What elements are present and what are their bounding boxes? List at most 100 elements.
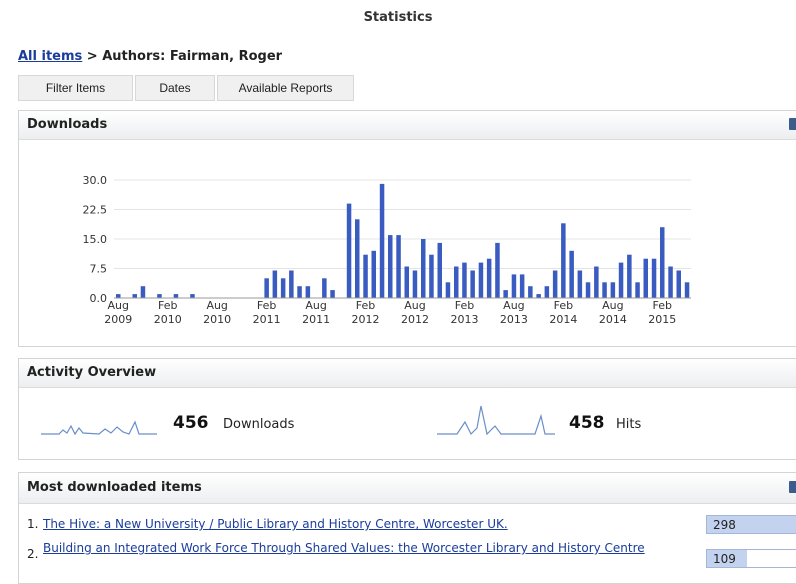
breadcrumb-all-items-link[interactable]: All items	[18, 49, 83, 64]
most-downloaded-header: Most downloaded items	[19, 473, 796, 504]
tab-filter-items[interactable]: Filter Items	[18, 75, 133, 101]
x-tick-label: 2013	[450, 313, 478, 326]
chart-bar	[116, 294, 121, 298]
x-tick-label: 2012	[401, 313, 429, 326]
page-title: Statistics	[363, 10, 433, 25]
list-item-number: 1.	[27, 517, 39, 531]
chart-bar	[552, 270, 558, 298]
chart-bar	[660, 227, 665, 298]
download-count: 109	[713, 552, 736, 566]
chart-bar	[544, 286, 550, 298]
x-tick-label: Feb	[356, 299, 375, 312]
hits-sparkline	[437, 405, 555, 436]
x-tick-label: Aug	[108, 299, 129, 312]
chart-bar	[594, 266, 599, 298]
chart-bar	[396, 235, 401, 298]
chart-bar	[503, 290, 508, 298]
chart-bar	[486, 258, 492, 298]
chart-bar	[437, 242, 442, 298]
chart-bar	[676, 270, 681, 298]
chart-bar	[322, 278, 327, 298]
chart-bar	[561, 223, 566, 298]
downloads-sparkline	[41, 420, 157, 436]
x-tick-label: 2011	[302, 313, 330, 326]
x-tick-label: 2014	[599, 313, 627, 326]
tab-dates[interactable]: Dates	[135, 75, 215, 101]
download-count-bar: 298	[706, 515, 796, 534]
chart-bar	[511, 274, 517, 298]
hits-label: Hits	[616, 417, 642, 432]
most-downloaded-title: Most downloaded items	[27, 480, 202, 495]
chart-bar	[272, 270, 278, 298]
downloads-label: Downloads	[223, 417, 295, 432]
x-tick-label: 2012	[352, 313, 380, 326]
x-tick-label: 2013	[500, 313, 528, 326]
x-tick-label: Aug	[305, 299, 326, 312]
x-tick-label: Feb	[455, 299, 474, 312]
x-tick-label: 2009	[104, 313, 132, 326]
hits-sparkline-line	[437, 405, 555, 436]
downloads-panel-header: Downloads	[19, 111, 796, 140]
list-item: 2. Building an Integrated Work Force Thr…	[19, 539, 796, 579]
chart-bar	[462, 262, 467, 298]
y-tick-label: 22.5	[83, 204, 108, 217]
chart-bar	[388, 235, 393, 298]
chart-bar	[289, 270, 294, 298]
chart-bar	[627, 254, 632, 298]
chart-bar	[264, 278, 269, 298]
chart-bar	[280, 278, 286, 298]
collapse-toggle-icon[interactable]	[789, 481, 796, 493]
chart-bar	[445, 282, 451, 298]
collapse-toggle-icon[interactable]	[789, 118, 796, 130]
tab-available-reports[interactable]: Available Reports	[217, 75, 354, 101]
chart-bar	[404, 266, 409, 298]
x-tick-label: Aug	[404, 299, 425, 312]
chart-bar	[330, 290, 335, 298]
chart-bar	[454, 266, 459, 298]
chart-bar	[651, 258, 657, 298]
downloads-count: 456	[173, 413, 209, 433]
x-tick-label: Aug	[503, 299, 524, 312]
x-tick-label: 2015	[648, 313, 676, 326]
activity-overview-header: Activity Overview	[19, 359, 796, 388]
chart-bar	[297, 286, 302, 298]
list-item-number: 2.	[27, 547, 39, 561]
y-tick-label: 30.0	[83, 174, 108, 187]
chart-bar	[140, 286, 146, 298]
chart-bar	[132, 294, 137, 298]
list-item-link[interactable]: Building an Integrated Work Force Throug…	[43, 541, 645, 555]
y-tick-label: 0.0	[90, 292, 108, 305]
chart-bar	[569, 250, 574, 298]
chart-bar	[355, 219, 360, 298]
chart-bar	[643, 258, 648, 298]
chart-bar	[602, 282, 607, 298]
downloads-panel: Downloads 0.0 7.5 15.0 22.5 30.0 Aug 2009 Feb 20…	[18, 110, 796, 347]
chart-bar	[618, 262, 624, 298]
x-tick-label: 2010	[203, 313, 231, 326]
chart-bar	[528, 286, 533, 298]
download-count: 298	[713, 518, 736, 532]
chart-bar	[519, 274, 525, 298]
list-item-link[interactable]: The Hive: a New University / Public Libr…	[43, 517, 508, 531]
chart-bar	[536, 294, 541, 298]
y-tick-label: 15.0	[83, 233, 108, 246]
x-tick-label: 2011	[253, 313, 281, 326]
download-count-bar: 109	[706, 549, 796, 568]
x-tick-label: 2014	[549, 313, 577, 326]
downloads-bar-chart: 0.07.515.022.530.0Aug2009Feb2010Aug2010F…	[83, 174, 691, 326]
chart-bar	[470, 270, 475, 298]
chart-bar	[346, 203, 352, 298]
x-tick-label: 2010	[154, 313, 182, 326]
x-tick-label: Feb	[158, 299, 177, 312]
activity-overview-row: 456 Downloads 458 Hits	[19, 388, 796, 452]
chart-bar	[635, 282, 640, 298]
chart-bar	[379, 183, 385, 298]
tab-bar: Filter Items Dates Available Reports	[18, 75, 356, 101]
x-tick-label: Feb	[257, 299, 276, 312]
breadcrumb-current: Authors: Fairman, Roger	[102, 49, 283, 64]
chart-bar	[190, 294, 195, 298]
activity-overview-panel: Activity Overview 456 Downloads 458 Hits	[18, 358, 796, 460]
chart-bar	[610, 282, 616, 298]
chart-bar	[412, 270, 418, 298]
activity-overview-title: Activity Overview	[27, 365, 157, 380]
